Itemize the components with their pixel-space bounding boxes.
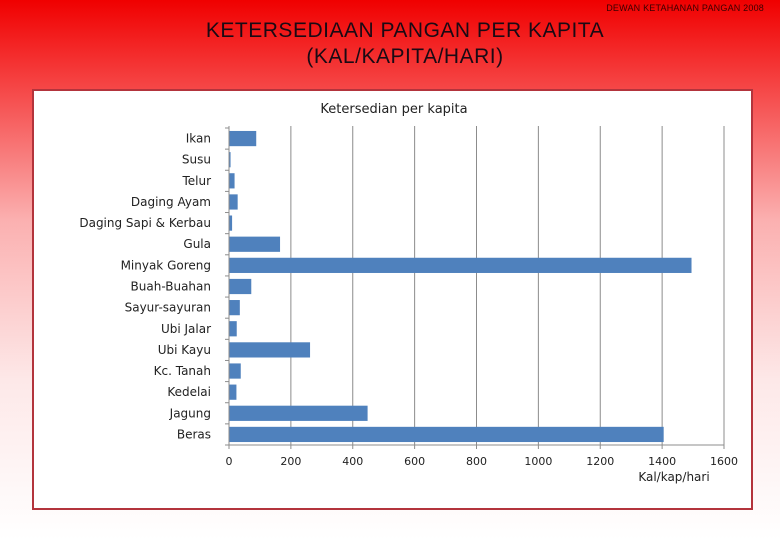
axes	[225, 126, 725, 449]
bar	[229, 257, 692, 273]
bar-chart: Ketersedian per kapita Ikan Susu Telur Dagi…	[79, 102, 739, 484]
source-credit: DEWAN KETAHANAN PANGAN 2008	[606, 3, 764, 13]
bar	[229, 405, 368, 421]
x-tick-label: 1000	[524, 455, 552, 468]
category-label: Gula	[183, 237, 211, 251]
category-label: Ubi Jalar	[161, 322, 211, 336]
bar	[229, 236, 281, 252]
x-tick-label: 1600	[710, 455, 738, 468]
category-label: Ubi Kayu	[158, 343, 211, 357]
category-label: Kc. Tanah	[154, 364, 211, 378]
bars	[229, 130, 692, 443]
bar	[229, 152, 231, 168]
chart-panel: Ketersedian per kapita Ikan Susu Telur Dagi…	[32, 89, 753, 510]
category-label: Beras	[177, 427, 211, 441]
category-labels: Ikan Susu Telur Daging Ayam Daging Sapi & Ke…	[79, 132, 211, 442]
category-label: Telur	[181, 174, 211, 188]
bar	[229, 194, 238, 210]
bar	[229, 173, 235, 189]
category-label: Sayur-sayuran	[125, 301, 211, 315]
bar	[229, 321, 237, 337]
category-label: Daging Sapi & Kerbau	[79, 216, 211, 230]
bar	[229, 342, 311, 358]
x-tick-labels: 0 200 400 600 800 1000 1200 1400 1600	[226, 455, 739, 468]
x-tick-label: 800	[466, 455, 487, 468]
category-label: Susu	[182, 153, 211, 167]
x-tick-label: 600	[404, 455, 425, 468]
category-label: Daging Ayam	[131, 195, 211, 209]
category-label: Jagung	[169, 406, 211, 420]
bar	[229, 130, 257, 147]
bar	[229, 426, 664, 443]
bar	[229, 278, 252, 295]
x-axis-label: Kal/kap/hari	[638, 470, 709, 484]
x-tick-label: 1400	[648, 455, 676, 468]
bar	[229, 215, 233, 231]
category-label: Buah-Buahan	[131, 280, 211, 294]
title-line-2: (KAL/KAPITA/HARI)	[306, 45, 504, 68]
category-label: Ikan	[186, 132, 211, 146]
page-title: KETERSEDIAAN PANGAN PER KAPITA (KAL/KAPI…	[130, 18, 680, 70]
chart-title: Ketersedian per kapita	[320, 102, 467, 117]
x-tick-label: 200	[280, 455, 301, 468]
bar	[229, 363, 241, 379]
x-tick-label: 1200	[586, 455, 614, 468]
x-tick-label: 0	[226, 455, 233, 468]
gridlines	[290, 126, 725, 445]
category-label: Minyak Goreng	[121, 258, 211, 272]
title-line-1: KETERSEDIAAN PANGAN PER KAPITA	[205, 19, 605, 42]
x-tick-label: 400	[342, 455, 363, 468]
bar	[229, 384, 237, 400]
category-label: Kedelai	[167, 385, 211, 399]
bar	[229, 300, 240, 316]
